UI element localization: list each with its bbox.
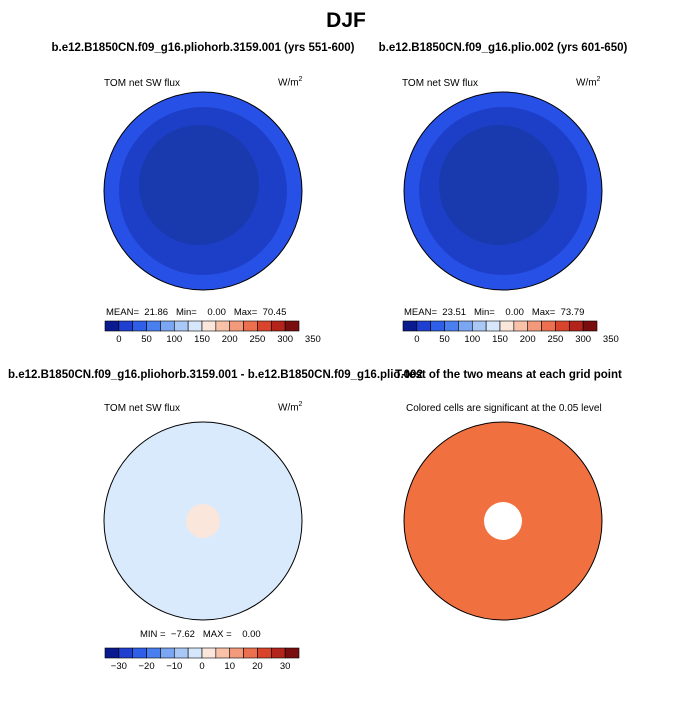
cb2-box-5 — [458, 320, 473, 332]
cb1-box-14 — [284, 320, 300, 332]
field-pole-diff — [186, 504, 220, 538]
cb2-box-3 — [430, 320, 445, 332]
colorbar-tick-label: 0 — [116, 334, 122, 345]
cb3-box-8 — [201, 647, 217, 659]
colorbar-1 — [104, 320, 300, 332]
panel-1-units: W/m2 — [278, 76, 303, 89]
cb1-box-1 — [104, 320, 120, 332]
colorbar-tick-label: −30 — [110, 661, 127, 672]
cb3-box-9 — [215, 647, 231, 659]
figure-title: DJF — [326, 9, 366, 32]
cb3-box-6 — [173, 647, 189, 659]
colorbar-tick-label: 100 — [464, 334, 481, 345]
cb3-box-5 — [160, 647, 175, 659]
cb1-box-6 — [173, 320, 189, 332]
cb1-box-5 — [160, 320, 175, 332]
colorbar-tick-label: 200 — [221, 334, 238, 345]
cb2-box-8 — [499, 320, 515, 332]
cb1-box-4 — [146, 320, 161, 332]
cb1-box-3 — [132, 320, 147, 332]
cb2-box-1 — [402, 320, 418, 332]
panel-4-subtitle: Colored cells are significant at the 0.0… — [406, 403, 602, 414]
colorbar-tick-label: 0 — [414, 334, 420, 345]
cb3-box-11 — [243, 647, 258, 659]
cb3-box-10 — [229, 647, 244, 659]
map-panel-2 — [403, 91, 603, 291]
cb3-box-12 — [257, 647, 272, 659]
colorbar-tick-label: 0 — [199, 661, 205, 672]
colorbar-tick-label: 20 — [252, 661, 263, 672]
cb1-box-10 — [229, 320, 244, 332]
colorbar-tick-label: 150 — [194, 334, 210, 345]
colorbar-tick-label: 30 — [279, 661, 291, 672]
colorbar-tick-label: 100 — [166, 334, 183, 345]
panel-2-variable-label: TOM net SW flux — [402, 78, 478, 89]
colorbar-tick-label: 350 — [602, 334, 619, 345]
cb2-box-2 — [416, 320, 432, 332]
map-panel-4 — [403, 421, 603, 621]
map-border-3 — [103, 421, 303, 621]
cb3-box-1 — [104, 647, 120, 659]
field-not-significant — [484, 502, 522, 540]
panel-3-units: W/m2 — [278, 401, 303, 414]
panel-1-variable-label: TOM net SW flux — [104, 78, 180, 89]
cb1-box-2 — [118, 320, 134, 332]
panel-1-title: b.e12.B1850CN.f09_g16.pliohorb.3159.001 … — [51, 42, 355, 54]
colorbar-tick-label: 50 — [439, 334, 450, 345]
panel-2-stats: MEAN= 23.51 Min= 0.00 Max= 73.79 — [404, 307, 585, 318]
colorbar-tick-label: −10 — [166, 661, 183, 672]
map-panel-3 — [103, 421, 303, 621]
cb2-box-12 — [555, 320, 570, 332]
cb1-box-12 — [257, 320, 272, 332]
colorbar-tick-label: 250 — [547, 334, 564, 345]
colorbar-tick-label: 10 — [224, 661, 235, 672]
field-pole-2 — [439, 125, 559, 245]
colorbar-tick-label: 50 — [141, 334, 152, 345]
colorbar-tick-label: −20 — [138, 661, 155, 672]
map-border-4 — [403, 421, 603, 621]
cb2-box-10 — [527, 320, 542, 332]
cb1-box-13 — [270, 320, 286, 332]
panel-2-title: b.e12.B1850CN.f09_g16.plio.002 (yrs 601-… — [378, 42, 628, 54]
cb2-box-6 — [471, 320, 487, 332]
panel-2-units: W/m2 — [576, 76, 601, 89]
colorbar-tick-label: 300 — [277, 334, 294, 345]
panel-3-variable-label: TOM net SW flux — [104, 403, 180, 414]
cb2-box-14 — [582, 320, 598, 332]
cb2-box-13 — [568, 320, 584, 332]
cb1-box-8 — [201, 320, 217, 332]
cb1-box-11 — [243, 320, 258, 332]
colorbar-tick-label: 200 — [519, 334, 536, 345]
colorbar-tick-label: 250 — [249, 334, 266, 345]
panel-1-stats: MEAN= 21.86 Min= 0.00 Max= 70.45 — [106, 307, 287, 318]
colorbar-tick-label: 300 — [575, 334, 592, 345]
colorbar-3 — [104, 647, 300, 659]
map-panel-1 — [103, 91, 303, 291]
panel-3-title: b.e12.B1850CN.f09_g16.pliohorb.3159.001 … — [8, 369, 423, 381]
map-border-1 — [103, 91, 303, 291]
cb3-box-7 — [187, 647, 203, 659]
cb3-box-4 — [146, 647, 161, 659]
cb3-box-2 — [118, 647, 134, 659]
cb3-box-3 — [132, 647, 147, 659]
cb1-box-7 — [187, 320, 203, 332]
cb3-box-14 — [284, 647, 300, 659]
map-border-2 — [403, 91, 603, 291]
cb2-box-9 — [513, 320, 529, 332]
cb2-box-11 — [541, 320, 556, 332]
colorbar-tick-label: 150 — [492, 334, 508, 345]
cb2-box-4 — [444, 320, 459, 332]
panel-4-title: T-test of the two means at each grid poi… — [395, 369, 622, 381]
field-pole-1 — [139, 125, 259, 245]
colorbar-tick-label: 350 — [304, 334, 321, 345]
cb3-box-13 — [270, 647, 286, 659]
colorbar-2 — [402, 320, 598, 332]
cb2-box-7 — [485, 320, 501, 332]
cb1-box-9 — [215, 320, 231, 332]
panel-3-stats: MIN = −7.62 MAX = 0.00 — [140, 629, 261, 640]
